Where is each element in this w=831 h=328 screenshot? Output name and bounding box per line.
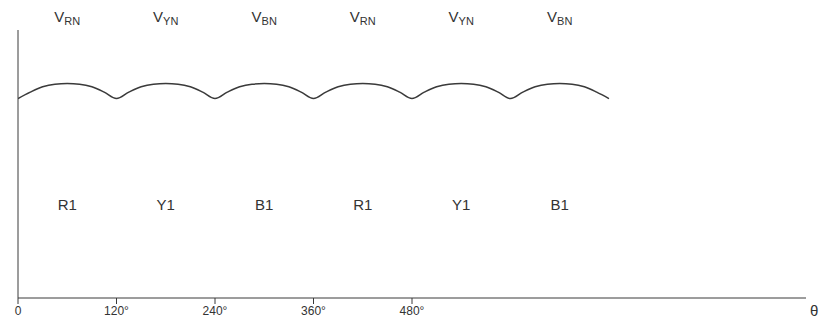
svg-text:360°: 360°: [301, 304, 326, 318]
svg-text:240°: 240°: [203, 304, 228, 318]
svg-text:VBN: VBN: [252, 8, 277, 27]
svg-text:VYN: VYN: [449, 8, 474, 27]
svg-text:Y1: Y1: [452, 196, 470, 213]
svg-text:VRN: VRN: [54, 8, 80, 27]
svg-text:VBN: VBN: [547, 8, 572, 27]
svg-text:0: 0: [15, 304, 22, 318]
svg-text:R1: R1: [58, 196, 77, 213]
svg-text:R1: R1: [353, 196, 372, 213]
svg-text:B1: B1: [551, 196, 569, 213]
svg-text:θ: θ: [810, 302, 818, 319]
svg-text:B1: B1: [255, 196, 273, 213]
svg-text:Y1: Y1: [157, 196, 175, 213]
svg-text:480°: 480°: [400, 304, 425, 318]
svg-text:VYN: VYN: [153, 8, 178, 27]
svg-text:VRN: VRN: [350, 8, 376, 27]
svg-text:120°: 120°: [104, 304, 129, 318]
